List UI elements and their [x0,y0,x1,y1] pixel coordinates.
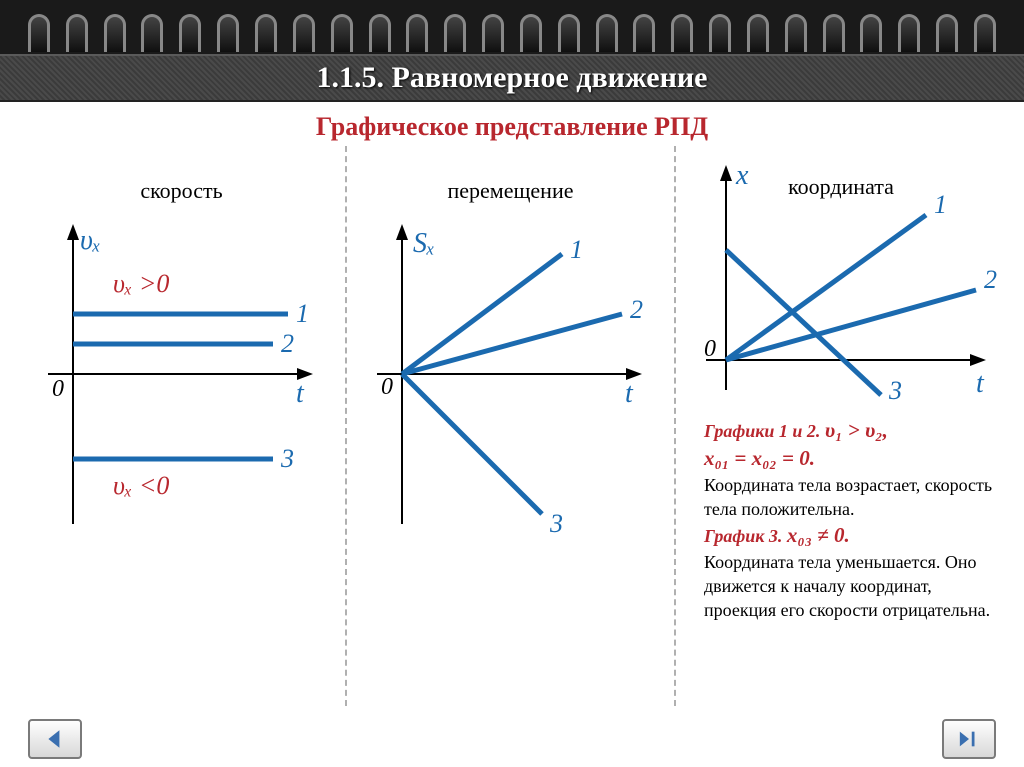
velocity-formula-positive: υₓ >0 [113,269,169,298]
velocity-x-axis-label: t [296,378,305,409]
position-x-axis-label: t [976,368,985,399]
desc-line2-formula: x₀₁ = x₀₂ = 0. [704,446,815,470]
displacement-origin: 0 [381,374,393,400]
desc-line1-bold: Графики 1 и 2. [704,421,820,441]
velocity-y-axis-label: υₓ [80,225,101,256]
next-button[interactable] [942,719,996,759]
position-line-label-2: 2 [984,265,997,294]
page-subtitle: Графическое представление РПД [0,102,1024,146]
position-origin: 0 [704,336,716,362]
position-line-label-1: 1 [934,190,947,219]
velocity-origin: 0 [52,376,64,402]
nav-bar [0,719,1024,759]
displacement-line-label-1: 1 [570,235,583,264]
displacement-line-3 [402,374,542,514]
desc-line5: Координата тела уменьшается. Оно движетс… [704,552,990,621]
column-position: координата 123 x t 0 Графики 1 и 2. υ₁ >… [674,146,1006,706]
column-displacement: перемещение 1 2 3 Sₓ t 0 [345,146,674,706]
desc-line1-formula: υ₁ > υ₂, [825,418,888,442]
prev-button[interactable] [28,719,82,759]
position-line-2 [726,290,976,360]
position-line-label-3: 3 [888,376,902,405]
displacement-line-label-3: 3 [549,509,563,538]
velocity-chart: 12 3 υₓ t 0 υₓ >0 υₓ <0 [18,204,338,564]
desc-line4-formula: x₀₃ ≠ 0. [787,523,850,547]
position-y-axis-label: x [735,160,749,191]
displacement-x-axis-label: t [625,378,634,409]
velocity-line-label-1: 1 [296,299,309,328]
desc-line4-bold: График 3. [704,526,782,546]
title-bar: 1.1.5. Равномерное движение [0,54,1024,102]
velocity-line-label-3: 3 [280,444,294,473]
content-area: скорость 123 υₓ t 0 υₓ >0 υₓ <0 перемеще… [0,146,1024,706]
displacement-y-axis-label: Sₓ [413,228,435,259]
spiral-binding [0,0,1024,54]
displacement-line-1 [402,254,562,374]
desc-line3: Координата тела возрастает, скорость тел… [704,475,992,519]
velocity-line-label-2: 2 [281,329,294,358]
position-description: Графики 1 и 2. υ₁ > υ₂, x₀₁ = x₀₂ = 0. К… [704,416,998,623]
velocity-formula-negative: υₓ <0 [113,471,169,500]
displacement-chart: 1 2 3 Sₓ t 0 [347,204,667,564]
displacement-line-label-2: 2 [630,295,643,324]
column-velocity: скорость 12 3 υₓ t 0 υₓ >0 υₓ <0 [18,146,345,706]
page-title: 1.1.5. Равномерное движение [317,61,708,95]
velocity-heading: скорость [18,146,345,204]
position-line-1 [726,215,926,360]
prev-icon [44,728,66,750]
displacement-heading: перемещение [347,146,674,204]
displacement-line-2 [402,314,622,374]
next-icon [958,728,980,750]
